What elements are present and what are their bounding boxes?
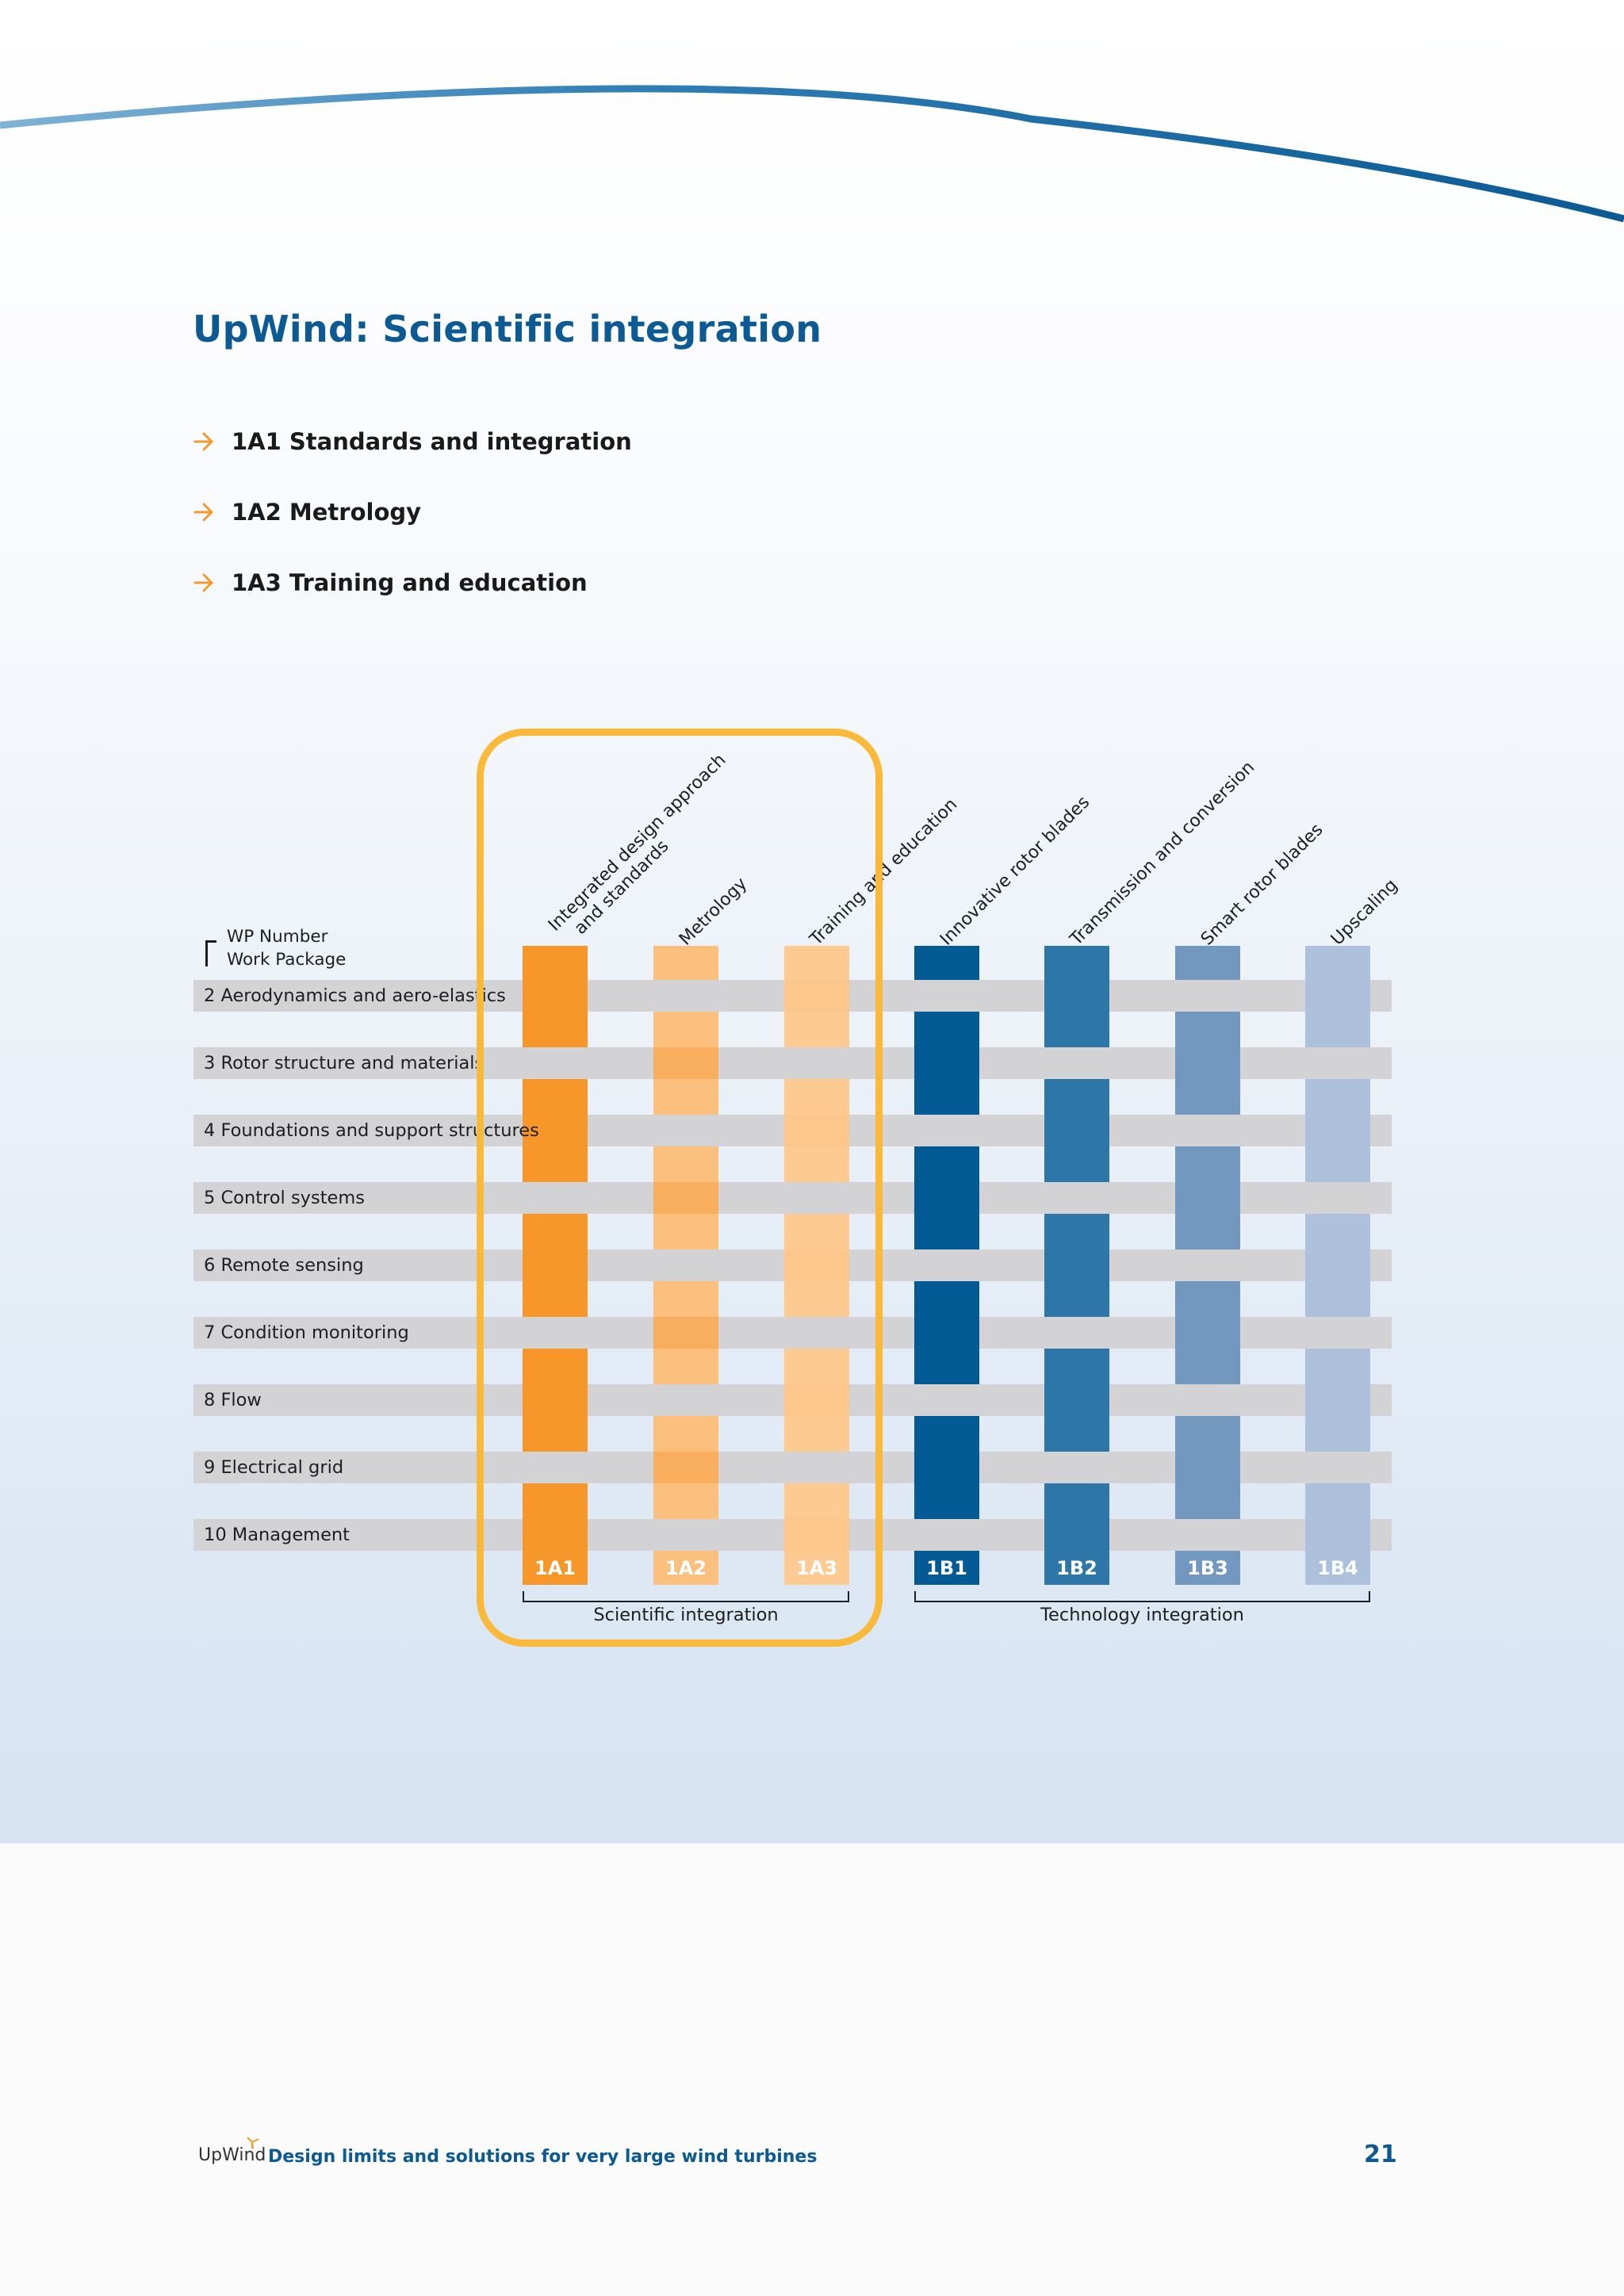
column-weave-segment	[523, 1384, 588, 1416]
column-code-1a3: 1A3	[784, 1552, 849, 1585]
scientific-group-bracket	[523, 1591, 849, 1602]
column-code-1b1: 1B1	[914, 1552, 979, 1585]
bullet-1a3: 1A3 Training and education	[192, 569, 588, 596]
header-arc	[0, 85, 1624, 223]
column-weave-segment	[523, 980, 588, 1012]
legend-wp-number: WP Number	[227, 927, 328, 947]
column-weave-segment	[653, 1317, 718, 1349]
column-weave-segment	[784, 1384, 849, 1416]
column-weave-segment	[914, 1452, 979, 1483]
row-label: 3 Rotor structure and materials	[204, 1053, 485, 1073]
column-weave-segment	[523, 1519, 588, 1551]
column-weave-segment	[1175, 1317, 1240, 1349]
column-code-1b3: 1B3	[1175, 1552, 1240, 1585]
group-label-technology: Technology integration	[1040, 1605, 1244, 1625]
column-weave-segment	[1175, 1452, 1240, 1483]
column-weave-segment	[1305, 1384, 1370, 1416]
column-weave-segment	[784, 1519, 849, 1551]
column-weave-segment	[914, 1047, 979, 1079]
row-label: 9 Electrical grid	[204, 1457, 344, 1478]
column-weave-segment	[653, 1452, 718, 1483]
bullet-text: 1A2 Metrology	[232, 499, 422, 526]
column-weave-segment	[1305, 1519, 1370, 1551]
column-weave-segment	[1044, 1115, 1109, 1146]
column-weave-segment	[1175, 1182, 1240, 1214]
column-weave-segment	[914, 1182, 979, 1214]
bullet-1a1: 1A1 Standards and integration	[192, 428, 632, 455]
column-code-1b2: 1B2	[1044, 1552, 1109, 1585]
row-label: 5 Control systems	[204, 1188, 366, 1208]
group-label-scientific: Scientific integration	[593, 1605, 779, 1625]
column-weave-segment	[784, 1115, 849, 1146]
footer-logo: UpWind	[198, 2137, 266, 2165]
row-label: 7 Condition monitoring	[204, 1322, 409, 1343]
matrix-legend: WP Number Work Package	[227, 925, 346, 971]
page-number: 21	[1364, 2141, 1397, 2168]
column-code-1a2: 1A2	[653, 1552, 718, 1585]
column-weave-segment	[653, 1182, 718, 1214]
footer-logo-text: UpWind	[198, 2145, 266, 2165]
row-label: 8 Flow	[204, 1390, 262, 1410]
column-weave-segment	[1175, 1047, 1240, 1079]
legend-bracket	[205, 940, 216, 966]
column-weave-segment	[523, 1249, 588, 1281]
column-weave-segment	[1305, 1115, 1370, 1146]
column-weave-segment	[1044, 1384, 1109, 1416]
bullet-text: 1A3 Training and education	[232, 569, 588, 596]
column-weave-segment	[784, 980, 849, 1012]
row-label: 10 Management	[204, 1525, 350, 1545]
column-weave-segment	[653, 1047, 718, 1079]
turbine-logo-icon	[247, 2137, 259, 2149]
column-weave-segment	[1305, 1249, 1370, 1281]
column-weave-segment	[914, 1317, 979, 1349]
legend-work-package: Work Package	[227, 950, 347, 970]
turbine-bullet-icon	[193, 573, 213, 592]
column-weave-segment	[1044, 1249, 1109, 1281]
column-code-1a1: 1A1	[523, 1552, 588, 1585]
column-code-1b4: 1B4	[1305, 1552, 1370, 1585]
row-label: 6 Remote sensing	[204, 1255, 364, 1276]
technology-group-bracket	[914, 1591, 1370, 1602]
bullet-1a2: 1A2 Metrology	[192, 499, 421, 526]
row-label: 2 Aerodynamics and aero-elastics	[204, 985, 506, 1006]
column-weave-segment	[784, 1249, 849, 1281]
turbine-bullet-icon	[193, 503, 213, 522]
column-weave-segment	[1305, 980, 1370, 1012]
turbine-bullet-icon	[193, 432, 213, 451]
bullet-text: 1A1 Standards and integration	[232, 428, 632, 455]
page-title: UpWind: Scientific integration	[193, 308, 822, 350]
column-weave-segment	[1044, 980, 1109, 1012]
scientific-integration-highlight	[477, 729, 883, 1647]
footer-text: Design limits and solutions for very lar…	[268, 2147, 818, 2167]
column-weave-segment	[523, 1115, 588, 1146]
column-weave-segment	[1044, 1519, 1109, 1551]
